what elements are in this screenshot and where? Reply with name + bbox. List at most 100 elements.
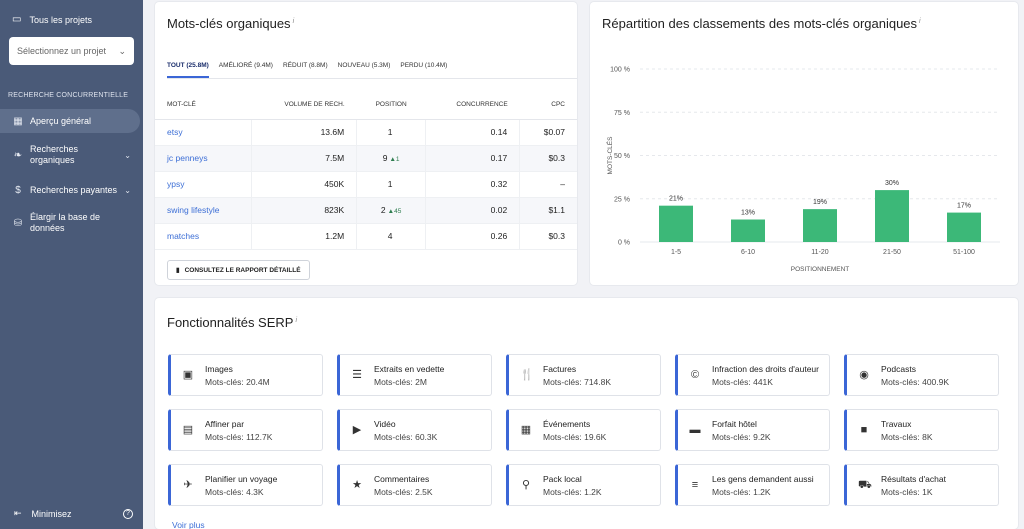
help-icon[interactable]: ?: [123, 508, 133, 519]
serp-feature-item[interactable]: ▤ Affiner par Mots-clés: 112.7K: [168, 409, 323, 451]
see-more-link[interactable]: Voir plus: [172, 520, 205, 529]
info-icon[interactable]: i: [919, 17, 921, 25]
position-cell: 1: [356, 171, 427, 198]
serp-feature-count: Mots-clés: 2M: [374, 377, 427, 387]
bar-data-label: 19%: [813, 199, 827, 206]
serp-feature-name: Affiner par: [205, 419, 245, 429]
card-title: Mots-clés organiques i: [167, 16, 294, 31]
tab-declined[interactable]: RÉDUIT (8.8M): [282, 62, 328, 69]
competition-cell: 0.32: [425, 171, 521, 198]
tab-all[interactable]: TOUT (25.8M): [167, 59, 209, 78]
serp-feature-item[interactable]: ☰ Extraits en vedette Mots-clés: 2M: [337, 354, 492, 396]
serp-feature-count: Mots-clés: 20.4M: [205, 377, 270, 387]
sidebar-item-overview[interactable]: ▦ Aperçu général: [0, 109, 140, 133]
serp-feature-name: Infraction des droits d'auteur: [712, 364, 819, 374]
dollar-icon: $: [15, 184, 21, 196]
cpc-cell: $0.07: [519, 119, 577, 146]
serp-feature-count: Mots-clés: 1.2K: [712, 487, 771, 497]
card-title: Répartition des classements des mots-clé…: [602, 16, 921, 31]
serp-feature-name: Les gens demandent aussi: [712, 474, 814, 484]
serp-feature-name: Extraits en vedette: [374, 364, 445, 374]
table-row: etsy 13.6M 1 0.14 $0.07: [155, 119, 577, 146]
serp-feature-name: Pack local: [543, 474, 582, 484]
serp-feature-item[interactable]: ▬ Forfait hôtel Mots-clés: 9.2K: [675, 409, 830, 451]
chevron-down-icon: ⌄: [118, 45, 126, 56]
keyword-link[interactable]: matches: [155, 223, 252, 250]
y-tick-label: 75 %: [614, 110, 630, 117]
detailed-report-button[interactable]: ▮ CONSULTEZ LE RAPPORT DÉTAILLÉ: [167, 260, 310, 280]
serp-feature-count: Mots-clés: 9.2K: [712, 432, 771, 442]
serp-feature-item[interactable]: ⛟ Résultats d'achat Mots-clés: 1K: [844, 464, 999, 506]
position-value: 1: [387, 127, 393, 137]
lines-icon: ≡: [691, 479, 699, 491]
serp-feature-item[interactable]: ≡ Les gens demandent aussi Mots-clés: 1.2K: [675, 464, 830, 506]
serp-feature-item[interactable]: ◉ Podcasts Mots-clés: 400.9K: [844, 354, 999, 396]
info-icon[interactable]: i: [292, 17, 295, 25]
keyword-link[interactable]: etsy: [155, 119, 252, 146]
table-header-row: MOT-CLÉ VOLUME DE RECH. POSITION CONCURR…: [155, 90, 577, 120]
cpc-cell: $0.3: [519, 145, 577, 172]
tab-lost[interactable]: PERDU (10.4M): [400, 62, 448, 69]
serp-feature-count: Mots-clés: 112.7K: [205, 432, 273, 442]
serp-feature-item[interactable]: ▶ Vidéo Mots-clés: 60.3K: [337, 409, 492, 451]
table-row: swing lifestyle 823K 2 ▲45 0.02 $1.1: [155, 197, 577, 224]
column-header[interactable]: CPC: [519, 90, 577, 120]
position-value: 9: [382, 153, 388, 163]
cpc-cell: –: [519, 171, 577, 198]
keyword-link[interactable]: jc penneys: [155, 145, 252, 172]
serp-feature-item[interactable]: ⚲ Pack local Mots-clés: 1.2K: [506, 464, 661, 506]
y-tick-label: 100 %: [610, 67, 630, 74]
column-header[interactable]: MOT-CLÉ: [155, 90, 252, 120]
column-header[interactable]: VOLUME DE RECH.: [251, 90, 357, 120]
card-title: Fonctionnalités SERP i: [167, 315, 297, 330]
sidebar-item-paid[interactable]: $ Recherches payantes ⌄: [0, 175, 143, 205]
y-tick-label: 50 %: [614, 153, 630, 160]
serp-feature-item[interactable]: ✈ Planifier un voyage Mots-clés: 4.3K: [168, 464, 323, 506]
sidebar: ▭ Tous les projets Sélectionnez un proje…: [0, 0, 143, 529]
y-axis-label: MOTS-CLÉS: [605, 136, 614, 175]
sidebar-item-database[interactable]: ⛁ Élargir la base de données: [0, 205, 143, 241]
chart-bar: [803, 209, 837, 242]
basket-icon: ⛟: [858, 479, 872, 491]
serp-feature-item[interactable]: 🍴 Factures Mots-clés: 714.8K: [506, 354, 661, 396]
table-row: matches 1.2M 4 0.26 $0.3: [155, 223, 577, 250]
project-select[interactable]: Sélectionnez un projet ⌄: [9, 37, 134, 65]
position-change: ▲45: [387, 208, 402, 215]
serp-feature-item[interactable]: ■ Travaux Mots-clés: 8K: [844, 409, 999, 451]
serp-feature-name: Commentaires: [374, 474, 430, 484]
tab-improved[interactable]: AMÉLIORÉ (9.4M): [218, 62, 273, 69]
tab-new[interactable]: NOUVEAU (5.3M): [337, 62, 391, 69]
bed-icon: ▬: [689, 424, 701, 436]
grid-icon: ▦: [13, 115, 23, 127]
serp-feature-item[interactable]: ▣ Images Mots-clés: 20.4M: [168, 354, 323, 396]
sidebar-item-label: Recherches organiques: [30, 144, 79, 165]
info-icon[interactable]: i: [295, 316, 298, 324]
serp-feature-item[interactable]: © Infraction des droits d'auteur Mots-clés…: [675, 354, 830, 396]
position-cell: 4: [356, 223, 427, 250]
serp-feature-count: Mots-clés: 8K: [881, 432, 933, 442]
volume-cell: 13.6M: [251, 119, 358, 146]
serp-feature-item[interactable]: ▦ Événements Mots-clés: 19.6K: [506, 409, 661, 451]
position-cell: 9 ▲1: [356, 145, 427, 172]
serp-feature-count: Mots-clés: 400.9K: [881, 377, 950, 387]
keyword-link[interactable]: ypsy: [155, 171, 252, 198]
sidebar-item-organic[interactable]: ❧ Recherches organiques ⌄: [0, 135, 143, 175]
volume-cell: 1.2M: [251, 223, 358, 250]
all-projects-link[interactable]: ▭ Tous les projets: [0, 0, 143, 25]
position-cell: 2 ▲45: [356, 197, 427, 224]
bar-data-label: 17%: [957, 203, 971, 210]
column-header[interactable]: CONCURRENCE: [425, 90, 520, 120]
keyword-link[interactable]: swing lifestyle: [155, 197, 252, 224]
all-projects-label: Tous les projets: [29, 14, 92, 25]
pin-icon: ⚲: [521, 479, 531, 491]
keywords-table: MOT-CLÉ VOLUME DE RECH. POSITION CONCURR…: [155, 90, 577, 250]
serp-feature-item[interactable]: ★ Commentaires Mots-clés: 2.5K: [337, 464, 492, 506]
serp-feature-count: Mots-clés: 4.3K: [205, 487, 264, 497]
minimize-button[interactable]: ⇤ Minimisez ?: [0, 508, 143, 519]
column-header[interactable]: POSITION: [356, 90, 426, 120]
cpc-cell: $1.1: [519, 197, 577, 224]
video-icon: ▶: [352, 424, 362, 436]
competition-cell: 0.17: [425, 145, 521, 172]
serp-feature-name: Planifier un voyage: [205, 474, 278, 484]
serp-feature-count: Mots-clés: 1K: [881, 487, 933, 497]
